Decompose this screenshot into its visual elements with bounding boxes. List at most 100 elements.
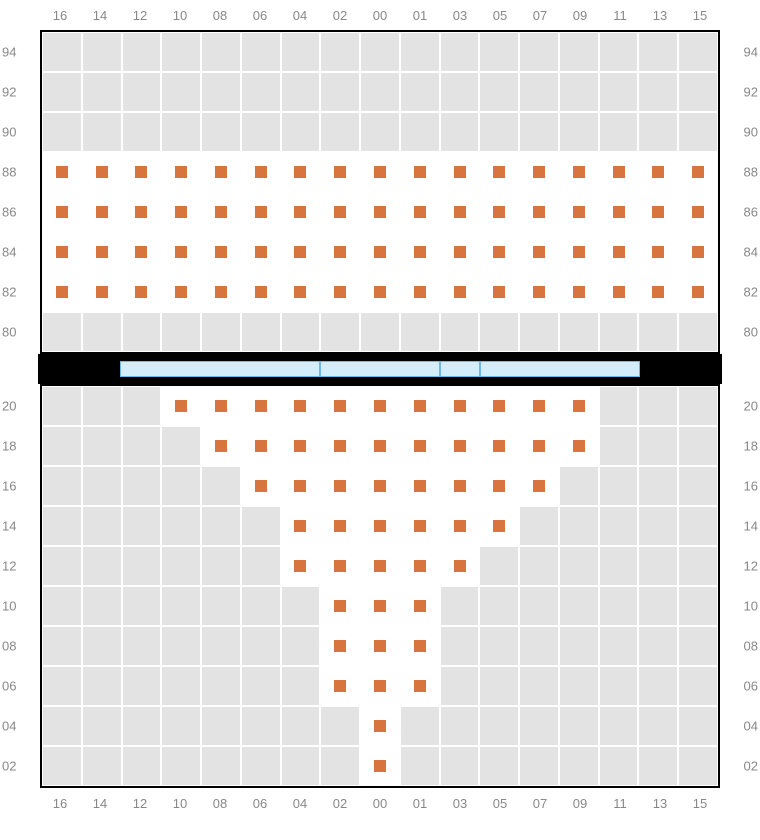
seat-cell[interactable] — [479, 232, 519, 272]
seat-cell[interactable] — [440, 272, 480, 312]
seat-cell[interactable] — [241, 192, 281, 232]
seat-cell[interactable] — [599, 192, 639, 232]
seat-cell[interactable] — [519, 386, 559, 426]
seat-cell[interactable] — [519, 466, 559, 506]
seat-cell[interactable] — [559, 192, 599, 232]
seat-cell[interactable] — [440, 232, 480, 272]
seat-cell[interactable] — [400, 506, 440, 546]
seat-cell[interactable] — [440, 192, 480, 232]
seat-cell[interactable] — [320, 426, 360, 466]
seat-cell[interactable] — [281, 272, 321, 312]
seat-cell[interactable] — [161, 232, 201, 272]
seat-cell[interactable] — [241, 426, 281, 466]
seat-cell[interactable] — [241, 152, 281, 192]
seat-cell[interactable] — [320, 506, 360, 546]
seat-cell[interactable] — [320, 386, 360, 426]
seat-cell[interactable] — [241, 386, 281, 426]
seat-cell[interactable] — [519, 272, 559, 312]
seat-cell[interactable] — [360, 586, 400, 626]
seat-cell[interactable] — [201, 232, 241, 272]
seat-cell[interactable] — [559, 232, 599, 272]
seat-cell[interactable] — [479, 426, 519, 466]
seat-cell[interactable] — [281, 546, 321, 586]
seat-cell[interactable] — [400, 192, 440, 232]
seat-cell[interactable] — [320, 586, 360, 626]
seat-cell[interactable] — [400, 546, 440, 586]
seat-cell[interactable] — [400, 152, 440, 192]
seat-cell[interactable] — [360, 426, 400, 466]
seat-cell[interactable] — [320, 152, 360, 192]
seat-cell[interactable] — [559, 386, 599, 426]
seat-cell[interactable] — [320, 626, 360, 666]
seat-cell[interactable] — [320, 192, 360, 232]
seat-cell[interactable] — [479, 506, 519, 546]
seat-cell[interactable] — [440, 466, 480, 506]
seat-cell[interactable] — [599, 232, 639, 272]
seat-cell[interactable] — [201, 192, 241, 232]
seat-cell[interactable] — [400, 586, 440, 626]
seat-cell[interactable] — [638, 152, 678, 192]
seat-cell[interactable] — [122, 232, 162, 272]
seat-cell[interactable] — [519, 426, 559, 466]
seat-cell[interactable] — [360, 232, 400, 272]
seat-cell[interactable] — [82, 272, 122, 312]
seat-cell[interactable] — [519, 232, 559, 272]
seat-cell[interactable] — [42, 192, 82, 232]
seat-cell[interactable] — [281, 466, 321, 506]
seat-cell[interactable] — [360, 466, 400, 506]
seat-cell[interactable] — [400, 272, 440, 312]
seat-cell[interactable] — [241, 466, 281, 506]
seat-cell[interactable] — [281, 386, 321, 426]
seat-cell[interactable] — [678, 152, 718, 192]
seat-cell[interactable] — [678, 192, 718, 232]
seat-cell[interactable] — [42, 232, 82, 272]
seat-cell[interactable] — [638, 192, 678, 232]
seat-cell[interactable] — [320, 466, 360, 506]
seat-cell[interactable] — [82, 192, 122, 232]
seat-cell[interactable] — [360, 546, 400, 586]
seat-cell[interactable] — [281, 192, 321, 232]
seat-cell[interactable] — [201, 272, 241, 312]
seat-cell[interactable] — [281, 506, 321, 546]
seat-cell[interactable] — [82, 152, 122, 192]
seat-cell[interactable] — [400, 426, 440, 466]
seat-cell[interactable] — [360, 192, 400, 232]
seat-cell[interactable] — [400, 626, 440, 666]
seat-cell[interactable] — [201, 426, 241, 466]
seat-cell[interactable] — [161, 152, 201, 192]
seat-cell[interactable] — [479, 386, 519, 426]
seat-cell[interactable] — [360, 152, 400, 192]
seat-cell[interactable] — [559, 152, 599, 192]
seat-cell[interactable] — [440, 426, 480, 466]
seat-cell[interactable] — [678, 232, 718, 272]
seat-cell[interactable] — [161, 386, 201, 426]
seat-cell[interactable] — [479, 192, 519, 232]
seat-cell[interactable] — [479, 272, 519, 312]
seat-cell[interactable] — [440, 546, 480, 586]
seat-cell[interactable] — [201, 152, 241, 192]
seat-cell[interactable] — [519, 192, 559, 232]
seat-cell[interactable] — [479, 466, 519, 506]
seat-cell[interactable] — [82, 232, 122, 272]
seat-cell[interactable] — [320, 546, 360, 586]
seat-cell[interactable] — [440, 386, 480, 426]
seat-cell[interactable] — [678, 272, 718, 312]
seat-cell[interactable] — [638, 232, 678, 272]
seat-cell[interactable] — [122, 192, 162, 232]
seat-cell[interactable] — [440, 152, 480, 192]
seat-cell[interactable] — [360, 706, 400, 746]
seat-cell[interactable] — [519, 152, 559, 192]
seat-cell[interactable] — [320, 272, 360, 312]
seat-cell[interactable] — [360, 386, 400, 426]
seat-cell[interactable] — [599, 152, 639, 192]
seat-cell[interactable] — [201, 386, 241, 426]
seat-cell[interactable] — [360, 272, 400, 312]
seat-cell[interactable] — [122, 152, 162, 192]
seat-cell[interactable] — [400, 386, 440, 426]
seat-cell[interactable] — [281, 232, 321, 272]
seat-cell[interactable] — [400, 666, 440, 706]
seat-cell[interactable] — [281, 152, 321, 192]
seat-cell[interactable] — [360, 506, 400, 546]
seat-cell[interactable] — [638, 272, 678, 312]
seat-cell[interactable] — [42, 272, 82, 312]
